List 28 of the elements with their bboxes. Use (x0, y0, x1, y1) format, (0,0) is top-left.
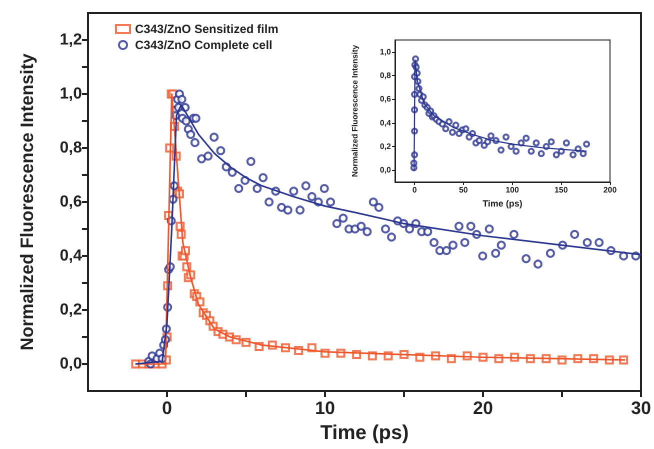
legend-label: C343/ZnO Sensitized film (135, 22, 278, 36)
y-axis-title: Normalized Fluorescence Intensity (350, 44, 360, 178)
x-tick-label: 0 (412, 186, 418, 194)
y-tick-label: 0,6 (380, 94, 392, 104)
x-tick-label: 20 (472, 398, 494, 418)
y-tick-label: 0,2 (380, 142, 392, 151)
y-tick-label: 0,6 (60, 194, 82, 210)
y-tick-label: 0,8 (380, 71, 392, 80)
legend-label: C343/ZnO Complete cell (135, 38, 272, 52)
y-tick-label: 0,2 (60, 302, 82, 318)
y-tick-label: 0,4 (380, 118, 392, 128)
x-tick-label: 0 (162, 398, 172, 418)
y-tick-label: 1,0 (60, 86, 82, 102)
x-tick-label: 100 (506, 186, 520, 194)
x-axis-title: Time (ps) (482, 198, 522, 208)
x-axis-title: Time (ps) (320, 422, 409, 444)
x-tick-label: 10 (314, 398, 336, 418)
y-tick-label: 0,0 (60, 356, 82, 372)
y-tick-label: 0,4 (60, 248, 82, 264)
y-tick-label: 1,0 (380, 47, 392, 56)
y-tick-label: 1,2 (60, 32, 82, 48)
x-tick-label: 150 (554, 186, 568, 194)
x-tick-label: 200 (603, 186, 618, 194)
y-tick-label: 0,0 (380, 166, 392, 175)
x-tick-label: 30 (630, 398, 652, 418)
x-tick-label: 50 (458, 186, 468, 194)
y-tick-label: 0,8 (60, 140, 82, 156)
y-axis-title: Normalized Fluorescence Intensity (17, 53, 37, 351)
